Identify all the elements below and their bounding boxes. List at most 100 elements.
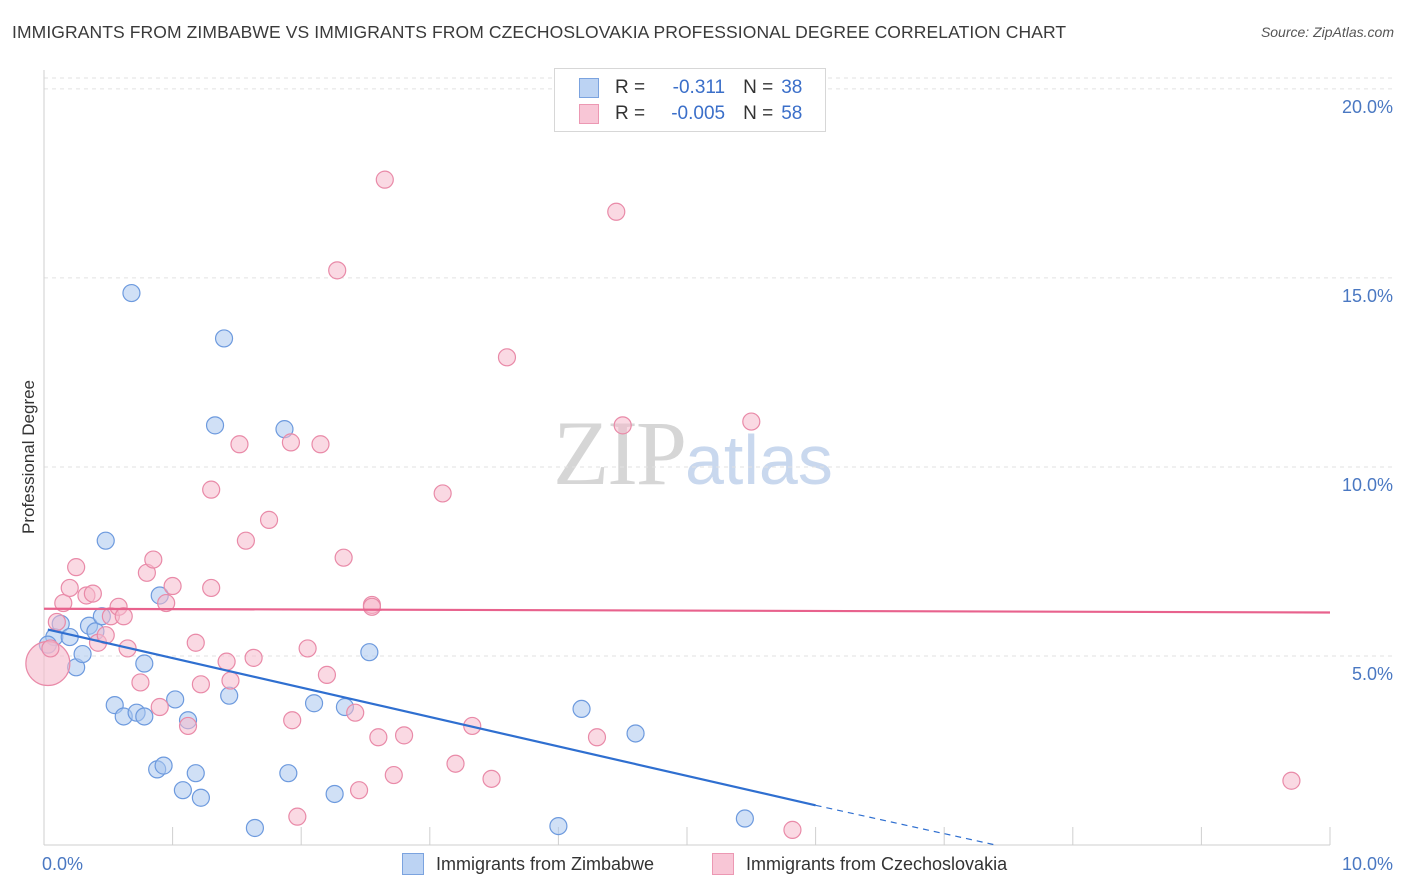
data-point-pink bbox=[482, 769, 501, 788]
data-point-pink bbox=[221, 671, 240, 690]
data-point-pink bbox=[1282, 771, 1301, 790]
legend-n-value: 38 bbox=[781, 77, 803, 98]
data-point-pink bbox=[186, 633, 205, 652]
data-point-blue bbox=[735, 809, 754, 828]
source-credit: Source: ZipAtlas.com bbox=[1260, 24, 1394, 40]
trend-line-czechoslovakia bbox=[43, 607, 1331, 614]
y-tick-label: 15.0% bbox=[1342, 286, 1393, 306]
legend-swatch-zimbabwe bbox=[579, 78, 599, 98]
data-point-pink bbox=[497, 348, 517, 367]
data-point-pink bbox=[150, 697, 169, 717]
data-point-pink bbox=[362, 597, 382, 616]
legend-row-czechoslovakia: R = -0.005 N = 58 bbox=[579, 102, 802, 126]
legend-row-zimbabwe: R = -0.311 N = 38 bbox=[579, 76, 802, 100]
data-point-blue bbox=[572, 699, 591, 719]
data-point-blue bbox=[549, 816, 568, 836]
data-point-pink bbox=[157, 593, 176, 613]
data-point-pink bbox=[230, 435, 249, 454]
data-point-blue bbox=[205, 416, 225, 435]
data-point-pink bbox=[384, 765, 403, 785]
legend-swatch-czechoslovakia bbox=[579, 104, 599, 124]
data-point-blue bbox=[96, 531, 115, 550]
data-point-pink bbox=[298, 639, 317, 658]
axis-layer bbox=[43, 70, 1331, 846]
y-tick-label: 10.0% bbox=[1342, 475, 1393, 495]
series-legend-zimbabwe: Immigrants from Zimbabwe bbox=[402, 852, 654, 876]
data-point-pink bbox=[334, 548, 353, 567]
data-point-pink bbox=[163, 576, 182, 596]
data-point-blue bbox=[214, 329, 234, 348]
data-point-pink bbox=[328, 261, 347, 280]
trend-layer bbox=[43, 607, 1331, 846]
series-legend-swatch-czechoslovakia bbox=[712, 853, 734, 875]
data-point-pink bbox=[288, 807, 307, 826]
data-point-pink bbox=[191, 675, 210, 694]
data-point-pink bbox=[369, 728, 388, 747]
y-axis-label: Professional Degree bbox=[19, 380, 38, 534]
data-point-pink bbox=[144, 550, 163, 569]
data-point-pink bbox=[783, 820, 802, 839]
data-point-blue bbox=[626, 724, 645, 743]
legend-r-value: -0.311 bbox=[672, 77, 726, 98]
data-point-pink bbox=[613, 416, 632, 435]
data-point-blue bbox=[154, 756, 173, 775]
data-point-pink bbox=[317, 665, 337, 684]
legend-r-value: -0.005 bbox=[671, 103, 726, 124]
data-point-pink bbox=[394, 726, 414, 745]
data-point-blue bbox=[360, 643, 379, 662]
trend-line-zimbabwe bbox=[47, 628, 816, 807]
correlation-legend: R = -0.311 N = 38 R = -0.005 N = 58 bbox=[554, 68, 826, 132]
point-layer bbox=[25, 170, 1301, 839]
y-tick-label: 5.0% bbox=[1352, 664, 1393, 684]
data-point-pink bbox=[131, 673, 150, 692]
data-point-blue bbox=[166, 690, 185, 709]
data-point-blue bbox=[279, 764, 298, 783]
watermark-atlas: atlas bbox=[685, 421, 833, 499]
data-point-blue bbox=[186, 764, 205, 783]
data-point-pink bbox=[311, 435, 330, 454]
data-point-pink bbox=[446, 754, 465, 773]
series-legend-czechoslovakia: Immigrants from Czechoslovakia bbox=[712, 852, 1007, 876]
data-point-blue bbox=[245, 818, 265, 838]
grid-layer bbox=[44, 77, 1395, 657]
label-layer: 5.0% 10.0% 15.0% 20.0% 0.0% 10.0% Professional… bbox=[19, 97, 1393, 874]
chart-title: IMMIGRANTS FROM ZIMBABWE VS IMMIGRANTS F… bbox=[12, 22, 1067, 42]
data-point-blue bbox=[304, 694, 324, 713]
data-point-pink bbox=[202, 578, 221, 598]
data-point-blue bbox=[73, 644, 92, 664]
data-point-pink bbox=[244, 648, 263, 667]
data-point-pink bbox=[47, 612, 66, 632]
data-point-blue bbox=[135, 707, 154, 726]
data-point-pink bbox=[349, 781, 369, 800]
series-legend-label-zimbabwe: Immigrants from Zimbabwe bbox=[436, 853, 655, 874]
legend-n-label: N = bbox=[743, 103, 774, 124]
data-point-blue bbox=[220, 686, 239, 705]
y-tick-label: 20.0% bbox=[1342, 97, 1393, 117]
legend-n-label: N = bbox=[743, 77, 774, 98]
data-point-pink bbox=[41, 639, 60, 658]
data-point-pink bbox=[60, 578, 79, 598]
x-tick-label: 0.0% bbox=[42, 854, 83, 874]
data-point-blue bbox=[60, 627, 79, 647]
data-point-pink bbox=[236, 531, 256, 550]
data-point-blue bbox=[325, 784, 344, 804]
data-point-pink bbox=[283, 711, 302, 730]
data-point-pink bbox=[114, 607, 133, 626]
series-legend-label-czechoslovakia: Immigrants from Czechoslovakia bbox=[746, 853, 1008, 874]
legend-r-label: R = bbox=[615, 77, 646, 98]
trend-line-zimbabwe-extension bbox=[815, 804, 996, 846]
data-point-pink bbox=[433, 484, 452, 503]
data-point-pink bbox=[742, 412, 761, 431]
data-point-pink bbox=[346, 703, 365, 722]
data-point-pink bbox=[259, 510, 279, 529]
series-legend-swatch-zimbabwe bbox=[402, 853, 424, 875]
data-point-blue bbox=[135, 654, 154, 673]
data-point-pink bbox=[281, 433, 301, 452]
data-point-pink bbox=[67, 558, 86, 577]
data-point-pink bbox=[607, 202, 626, 221]
legend-n-value: 58 bbox=[781, 103, 803, 124]
data-point-pink bbox=[587, 728, 607, 747]
data-point-pink bbox=[375, 170, 394, 189]
data-point-pink bbox=[54, 593, 73, 613]
